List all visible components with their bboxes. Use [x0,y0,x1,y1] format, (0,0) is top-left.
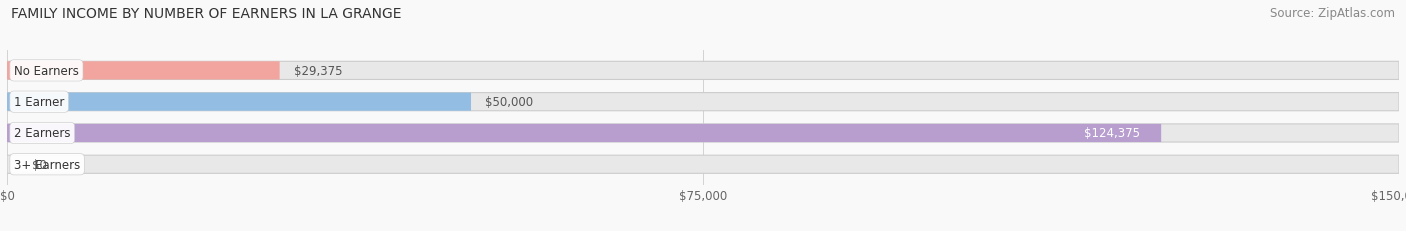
Text: $0: $0 [32,158,46,171]
FancyBboxPatch shape [7,155,1399,173]
Text: Source: ZipAtlas.com: Source: ZipAtlas.com [1270,7,1395,20]
Text: 3+ Earners: 3+ Earners [14,158,80,171]
Text: 1 Earner: 1 Earner [14,96,65,109]
Text: FAMILY INCOME BY NUMBER OF EARNERS IN LA GRANGE: FAMILY INCOME BY NUMBER OF EARNERS IN LA… [11,7,402,21]
FancyBboxPatch shape [7,124,1161,143]
Text: No Earners: No Earners [14,65,79,78]
FancyBboxPatch shape [7,93,1399,111]
Text: $29,375: $29,375 [294,65,342,78]
Text: 2 Earners: 2 Earners [14,127,70,140]
FancyBboxPatch shape [7,62,1399,80]
FancyBboxPatch shape [7,124,1399,143]
FancyBboxPatch shape [7,62,280,80]
Text: $50,000: $50,000 [485,96,533,109]
Text: $124,375: $124,375 [1084,127,1140,140]
FancyBboxPatch shape [7,93,471,111]
